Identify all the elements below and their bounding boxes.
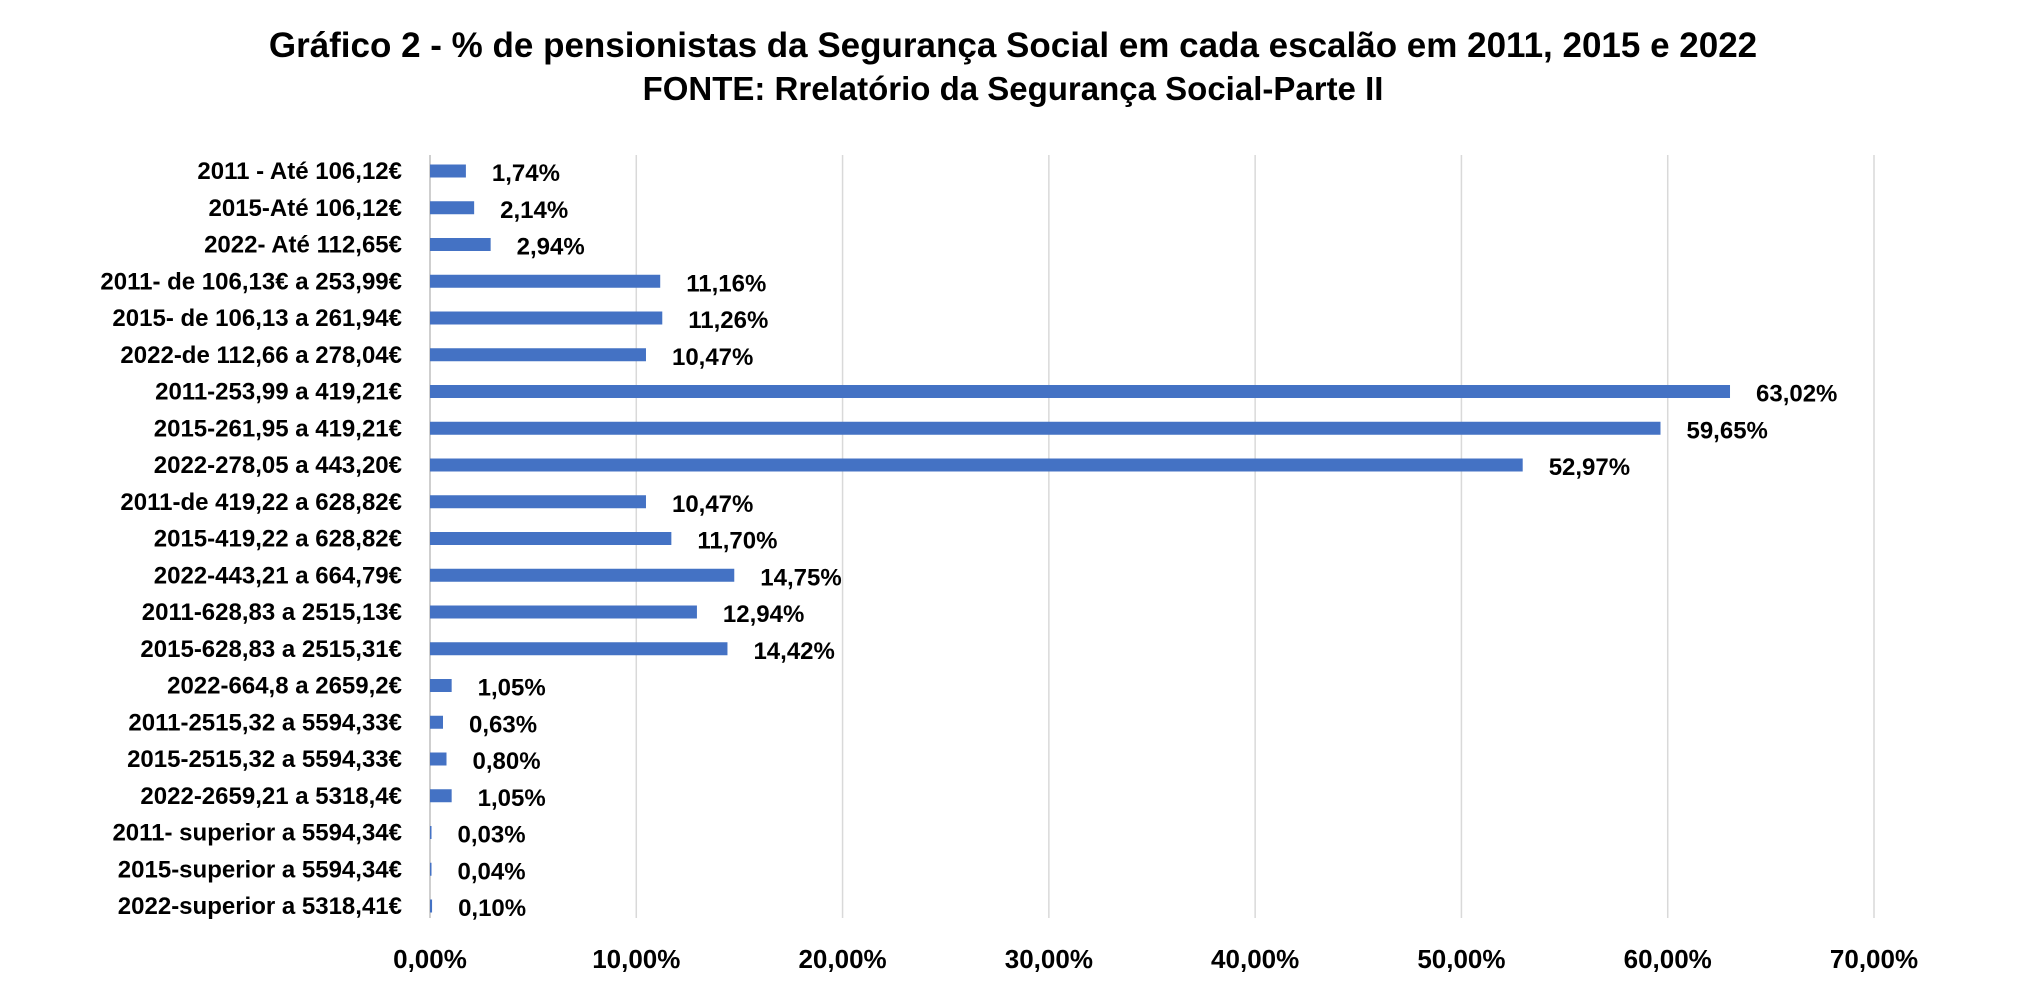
data-label: 59,65%: [1686, 417, 1767, 444]
category-label: 2015-261,95 a 419,21€: [154, 415, 402, 442]
data-label: 1,74%: [492, 160, 560, 187]
category-label: 2011- de 106,13€ a 253,99€: [100, 268, 402, 295]
category-label: 2015-419,22 a 628,82€: [154, 526, 402, 553]
x-tick-label: 30,00%: [1005, 944, 1093, 974]
bar: [430, 605, 697, 619]
category-label: 2022-443,21 a 664,79€: [154, 562, 402, 589]
bar: [430, 238, 491, 251]
data-label: 10,47%: [672, 344, 753, 371]
category-label: 2022-2659,21 a 5318,4€: [140, 783, 402, 810]
data-label: 2,14%: [500, 197, 568, 224]
x-axis-tick-labels: 0,00% 10,00% 20,00% 30,00% 40,00% 50,00% 60,00…: [393, 944, 1918, 974]
data-label: 12,94%: [723, 601, 804, 628]
data-label: 11,26%: [688, 307, 768, 334]
category-label: 2011- superior a 5594,34€: [112, 820, 402, 847]
category-label: 2022-superior a 5318,41€: [118, 893, 402, 920]
bar: [430, 458, 1523, 472]
data-label: 14,75%: [760, 564, 841, 591]
gridlines: [429, 155, 1875, 918]
bar: [430, 348, 646, 362]
data-label: 11,16%: [686, 270, 766, 297]
data-label: 0,80%: [473, 748, 541, 775]
x-tick-label: 20,00%: [798, 944, 886, 974]
x-tick-label: 10,00%: [592, 944, 680, 974]
category-labels: 2011 - Até 106,12€ 2015-Até 106,12€ 2022- …: [100, 158, 402, 920]
bar: [430, 642, 728, 656]
bar: [430, 164, 466, 178]
bar: [430, 274, 661, 288]
x-tick-label: 70,00%: [1830, 944, 1918, 974]
data-labels: 1,74% 2,14% 2,94% 11,16% 11,26% 10,47% 63,02% 5…: [458, 160, 1838, 922]
category-label: 2022-278,05 a 443,20€: [154, 452, 402, 479]
bar: [430, 679, 452, 692]
bar: [430, 752, 447, 766]
x-tick-label: 60,00%: [1624, 944, 1712, 974]
data-label: 52,97%: [1549, 454, 1630, 481]
category-label: 2011 - Até 106,12€: [197, 158, 402, 185]
category-label: 2015- de 106,13 a 261,94€: [112, 305, 402, 332]
bar: [430, 311, 663, 325]
category-label: 2011-628,83 a 2515,13€: [142, 599, 402, 626]
bar: [430, 899, 433, 913]
data-label: 0,10%: [458, 895, 526, 922]
category-label: 2015-superior a 5594,34€: [118, 856, 402, 883]
bar: [430, 495, 646, 509]
data-label: 0,03%: [458, 822, 526, 849]
chart-title: Gráfico 2 - % de pensionistas da Seguran…: [268, 26, 1758, 65]
bars: [430, 164, 1731, 913]
category-label: 2011-2515,32 a 5594,33€: [128, 709, 402, 736]
category-label: 2022-de 112,66 a 278,04€: [120, 342, 402, 369]
x-tick-label: 0,00%: [393, 944, 467, 974]
data-label: 63,02%: [1756, 381, 1837, 408]
bar: [430, 532, 672, 545]
bar: [430, 862, 432, 876]
bar: [430, 385, 1731, 398]
category-label: 2011-253,99 a 419,21€: [155, 379, 402, 406]
x-tick-label: 50,00%: [1417, 944, 1505, 974]
category-label: 2015-628,83 a 2515,31€: [140, 636, 402, 663]
category-label: 2022-664,8 a 2659,2€: [167, 673, 402, 700]
data-label: 2,94%: [517, 234, 585, 261]
data-label: 10,47%: [672, 491, 753, 518]
data-label: 11,70%: [697, 528, 777, 555]
category-label: 2011-de 419,22 a 628,82€: [120, 489, 402, 516]
data-label: 1,05%: [478, 785, 546, 812]
bar: [430, 826, 432, 839]
bar: [430, 201, 475, 215]
bar: [430, 789, 452, 803]
data-label: 14,42%: [753, 638, 834, 665]
category-label: 2022- Até 112,65€: [204, 232, 402, 259]
bar: [430, 568, 735, 582]
data-label: 0,63%: [469, 711, 537, 738]
bar: [430, 715, 443, 729]
bar: [430, 421, 1661, 435]
category-label: 2015-2515,32 a 5594,33€: [127, 746, 402, 773]
data-label: 1,05%: [478, 675, 546, 702]
category-label: 2015-Até 106,12€: [209, 195, 402, 222]
x-tick-label: 40,00%: [1211, 944, 1299, 974]
data-label: 0,04%: [458, 858, 526, 885]
chart-subtitle: FONTE: Rrelatório da Segurança Social-Pa…: [642, 70, 1384, 107]
